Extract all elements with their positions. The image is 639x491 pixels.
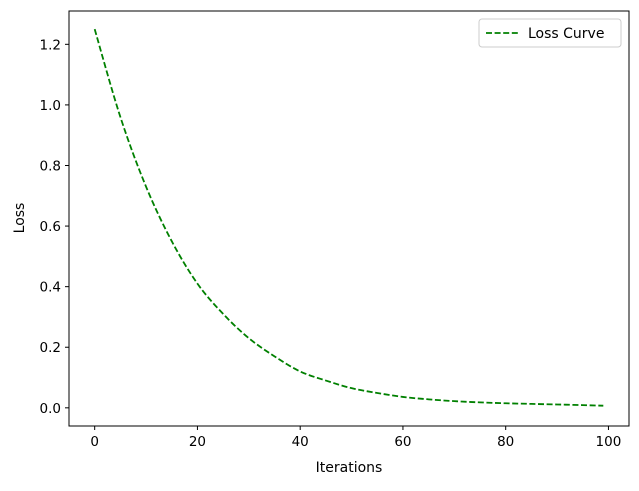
legend: Loss Curve	[478, 18, 622, 48]
x-tick-label: 60	[394, 434, 411, 450]
x-tick-label: 20	[189, 434, 206, 450]
y-tick-label: 0.2	[40, 340, 61, 356]
x-tick-label: 100	[596, 434, 622, 450]
y-tick-label: 0.8	[40, 158, 61, 174]
legend-label-loss-curve: Loss Curve	[528, 26, 604, 42]
y-tick-label: 1.2	[40, 37, 61, 53]
y-axis-ticks: 0.0 0.2 0.4 0.6 0.8 1.0 1.2	[40, 37, 69, 417]
x-axis-ticks: 0 20 40 60 80 100	[90, 426, 621, 450]
plot-area-frame	[68, 10, 630, 427]
x-tick-label: 40	[292, 434, 309, 450]
y-tick-label: 0.4	[40, 280, 61, 296]
x-axis-title: Iterations	[316, 460, 383, 476]
y-tick-label: 0.0	[40, 401, 61, 417]
x-tick-label: 0	[90, 434, 99, 450]
y-tick-label: 0.6	[40, 219, 61, 235]
legend-box	[478, 18, 622, 48]
y-axis-title: Loss	[12, 203, 28, 234]
series-layer	[93, 28, 604, 407]
series-line-loss-curve	[93, 28, 604, 407]
y-tick-label: 1.0	[40, 98, 61, 114]
x-tick-label: 80	[497, 434, 514, 450]
